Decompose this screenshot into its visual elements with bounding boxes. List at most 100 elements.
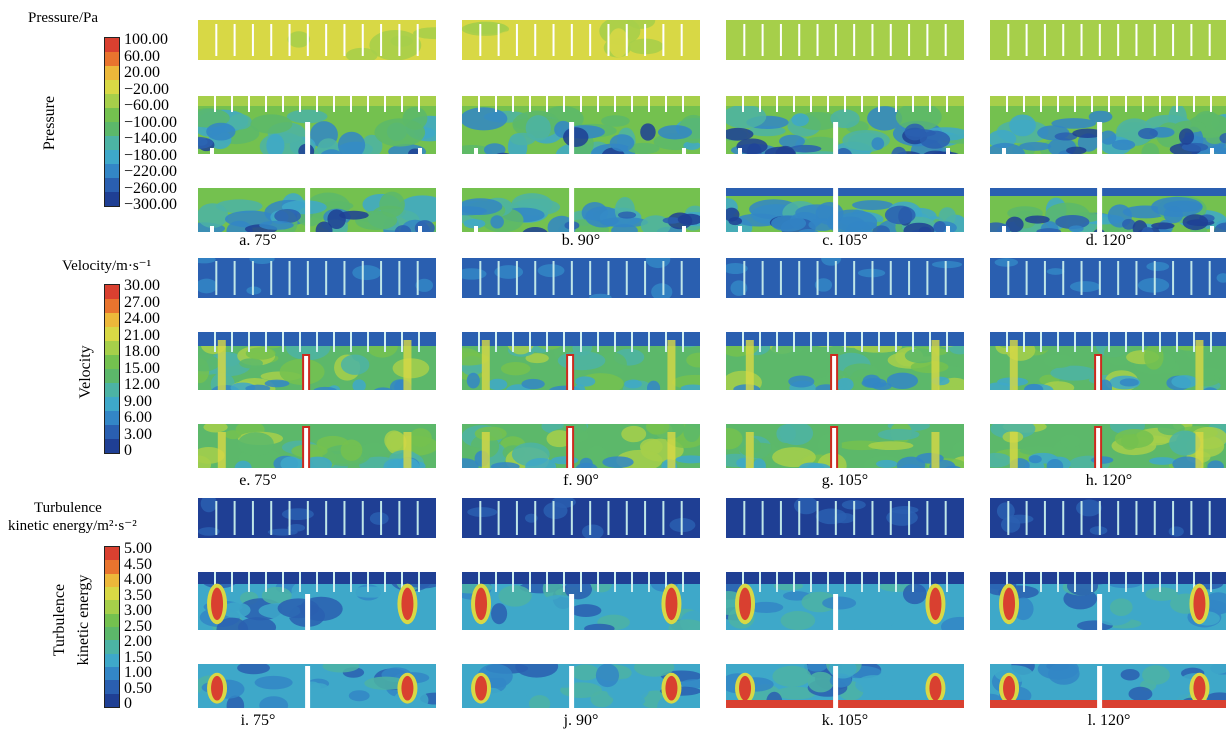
fin <box>614 332 616 352</box>
contour-blob <box>1172 456 1202 468</box>
fin <box>861 332 863 352</box>
pressure-colorbar-segment <box>105 94 119 108</box>
fin <box>631 572 633 592</box>
contour-blob <box>624 379 642 389</box>
fin <box>1062 24 1065 56</box>
contour-blob <box>726 427 743 450</box>
contour-blob <box>1178 128 1194 145</box>
fin <box>563 572 565 592</box>
pressure-colorbar-segment <box>105 108 119 122</box>
caption-e: e. 75° <box>239 472 277 489</box>
strip-top-band <box>990 188 1226 196</box>
fin <box>282 332 284 352</box>
fin <box>644 261 647 295</box>
contour-blob <box>791 113 809 127</box>
contour-strip <box>462 20 700 60</box>
fin <box>299 96 301 112</box>
fin <box>776 332 778 352</box>
contour-blob <box>1182 214 1209 231</box>
contour-blob <box>1203 664 1226 675</box>
contour-blob <box>230 43 281 59</box>
hotspot-core <box>401 587 414 621</box>
fin <box>810 572 812 592</box>
pressure-colorbar-ticks: 100.00 60.00 20.00 −20.00 −60.00 −100.00 −140.… <box>124 31 177 213</box>
contour-blob <box>1138 128 1158 140</box>
contour-blob <box>203 424 228 433</box>
side-post <box>474 148 478 154</box>
contour-blob <box>1019 445 1059 456</box>
contour-blob <box>677 213 700 226</box>
turbulence-panel-k <box>726 498 964 715</box>
fin <box>912 332 914 352</box>
contour-blob <box>222 602 251 618</box>
velocity-tick-label: 30.00 <box>124 277 160 294</box>
fin <box>512 96 514 112</box>
jet-streak <box>481 432 490 468</box>
fin <box>648 572 650 592</box>
pressure-axis-label: Pressure <box>41 95 58 151</box>
contour-blob <box>600 217 649 228</box>
contour-blob <box>1037 664 1079 680</box>
contour-blob <box>462 198 503 215</box>
fin <box>570 24 573 56</box>
turbulence-tick-label: 1.50 <box>124 648 152 666</box>
fin <box>929 96 931 112</box>
fin <box>552 24 555 56</box>
fin <box>534 261 537 295</box>
velocity-colorbar-ticks: 30.00 27.00 24.00 21.00 18.00 15.00 12.00 9.00 6… <box>124 277 160 459</box>
contour-blob <box>726 262 748 275</box>
contour-blob <box>1119 378 1139 387</box>
fin <box>908 261 911 295</box>
contour-blob <box>529 695 551 708</box>
fin <box>478 332 480 352</box>
contour-blob <box>464 21 508 34</box>
fin <box>1007 261 1010 295</box>
contour-blob <box>931 151 959 154</box>
contour-blob <box>1144 344 1164 370</box>
pressure-colorbar-segment <box>105 122 119 136</box>
fin <box>1091 96 1093 112</box>
contour-blob <box>300 42 342 60</box>
contour-blob <box>1174 120 1206 133</box>
fin <box>384 332 386 352</box>
contour-blob <box>877 428 920 441</box>
fin <box>1172 261 1175 295</box>
fin <box>325 261 328 295</box>
contour-blob <box>261 586 292 605</box>
fin <box>1172 501 1175 535</box>
fin <box>853 261 856 295</box>
contour-strip <box>198 20 436 60</box>
side-post <box>210 148 214 154</box>
pressure-colorbar-segment <box>105 136 119 150</box>
contour-blob <box>267 528 298 536</box>
contour-plot <box>990 498 1226 708</box>
contour-strip <box>198 498 436 538</box>
fin <box>1193 572 1195 592</box>
fin <box>497 261 500 295</box>
turbulence-colorbar-segment <box>105 560 119 574</box>
velocity-panel-f <box>462 258 700 475</box>
fin <box>1023 332 1025 352</box>
fin <box>759 96 761 112</box>
contour-blob <box>996 502 1015 520</box>
turbulence-colorbar <box>104 546 120 708</box>
fin <box>625 501 628 535</box>
strip-background <box>990 20 1226 60</box>
contour-blob <box>683 141 700 150</box>
fin <box>401 572 403 592</box>
hotspot-core <box>1193 587 1206 621</box>
fin <box>1040 572 1042 592</box>
fin <box>398 261 401 295</box>
fin <box>853 501 856 535</box>
contour-strip <box>462 188 700 232</box>
contour-blob <box>1146 261 1170 272</box>
contour-plot <box>990 20 1226 232</box>
fin <box>350 332 352 352</box>
contour-blob <box>206 122 236 141</box>
contour-blob <box>198 527 220 536</box>
contour-blob <box>413 27 436 40</box>
contour-strip <box>198 258 436 298</box>
fin <box>625 261 628 295</box>
fin <box>316 332 318 352</box>
pressure-tick-label: 100.00 <box>124 31 168 48</box>
